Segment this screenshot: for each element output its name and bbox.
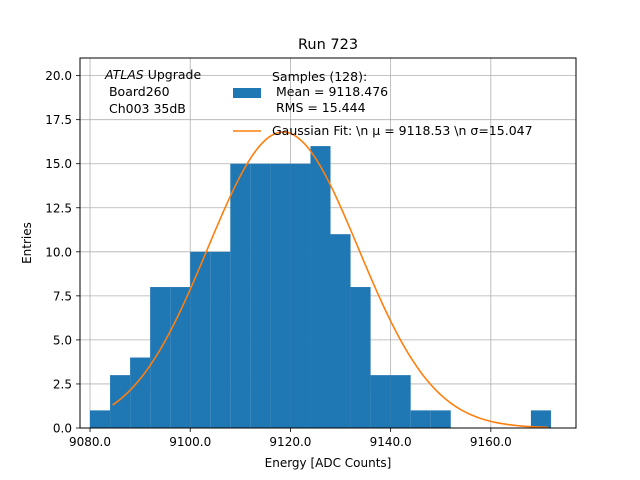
atlas-label: ATLAS: [104, 67, 144, 82]
y-tick-label: 20.0: [45, 69, 72, 83]
y-tick-label: 5.0: [53, 333, 72, 347]
board-label: Board260: [105, 84, 170, 99]
histogram-bar: [170, 287, 191, 428]
legend-fit-label: Gaussian Fit: \n μ = 9118.53 \n σ=15.047: [272, 123, 533, 138]
gaussian-fit-curve: [112, 131, 549, 429]
y-tick-label: 10.0: [45, 245, 72, 259]
x-tick-label: 9100.0: [169, 435, 211, 449]
histogram-bar: [110, 375, 131, 428]
histogram-bar: [530, 410, 551, 428]
y-axis-label: Entries: [20, 222, 34, 264]
y-axis-ticks: 0.0 2.5 5.0 7.5 10.0 12.5 15.0 17.5 20.0: [45, 69, 80, 436]
chart-title: Run 723: [298, 37, 358, 53]
x-axis-ticks: 9080.0 9100.0 9120.0 9140.0 9160.0: [69, 428, 512, 449]
upgrade-label: Upgrade: [144, 67, 202, 82]
histogram-bars: [90, 146, 551, 428]
histogram-bar: [190, 251, 211, 428]
legend-hist-line-1: Samples (128):: [272, 69, 367, 84]
y-tick-label: 17.5: [45, 113, 72, 127]
histogram-bar: [330, 234, 351, 428]
x-axis-label: Energy [ADC Counts]: [265, 456, 392, 470]
histogram-bar: [230, 163, 251, 428]
y-tick-label: 15.0: [45, 157, 72, 171]
histogram-bar: [270, 163, 291, 428]
histogram-bar: [410, 410, 431, 428]
histogram-bar: [350, 287, 371, 428]
histogram-bar: [370, 375, 391, 428]
histogram-bar: [210, 251, 231, 428]
legend: Samples (128): Mean = 9118.476 RMS = 15.…: [233, 69, 533, 138]
atlas-annotation: ATLAS Upgrade Board260 Ch003 35dB: [104, 67, 201, 116]
channel-label: Ch003 35dB: [105, 101, 186, 116]
y-tick-label: 7.5: [53, 289, 72, 303]
y-tick-label: 12.5: [45, 201, 72, 215]
y-tick-label: 0.0: [53, 422, 72, 436]
histogram-bar: [150, 287, 171, 428]
y-tick-label: 2.5: [53, 377, 72, 391]
legend-hist-line-2: Mean = 9118.476: [272, 84, 388, 99]
histogram-bar: [430, 410, 451, 428]
histogram-bar: [290, 163, 311, 428]
histogram-bar: [390, 375, 411, 428]
histogram-bar: [310, 146, 331, 428]
legend-hist-line-3: RMS = 15.444: [272, 100, 366, 115]
legend-hist-swatch: [233, 88, 261, 98]
histogram-bar: [90, 410, 111, 428]
x-tick-label: 9120.0: [269, 435, 311, 449]
svg-text:ATLAS Upgrade: ATLAS Upgrade: [104, 67, 201, 82]
x-tick-label: 9160.0: [470, 435, 512, 449]
plot-frame: [79, 57, 577, 429]
histogram-bar: [130, 357, 151, 428]
x-tick-label: 9140.0: [370, 435, 412, 449]
histogram-bar: [250, 163, 271, 428]
x-tick-label: 9080.0: [69, 435, 111, 449]
